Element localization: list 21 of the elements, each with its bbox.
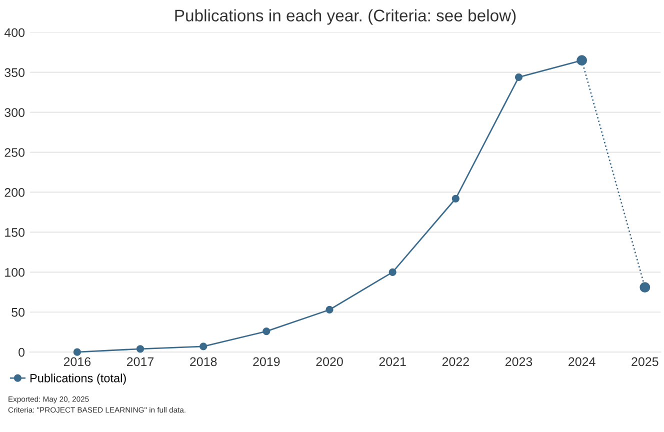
- y-tick-label: 200: [4, 188, 25, 197]
- x-tick-label: 2023: [505, 357, 532, 366]
- y-tick-label: 50: [12, 308, 25, 317]
- y-tick-label: 300: [4, 108, 25, 117]
- x-tick-label: 2017: [126, 357, 154, 366]
- x-tick-label: 2025: [632, 357, 658, 366]
- y-tick-label: 350: [4, 68, 25, 78]
- y-tick-label: 0: [18, 348, 25, 357]
- x-tick-label: 2024: [568, 357, 596, 366]
- x-tick-label: 2018: [190, 357, 217, 366]
- x-tick-label: 2020: [316, 357, 343, 366]
- chart-title: Publications in each year. (Criteria: see below): [175, 9, 516, 25]
- x-tick-label: 2022: [442, 357, 469, 366]
- x-tick-label: 2019: [253, 357, 280, 366]
- x-tick-label: 2016: [64, 357, 91, 366]
- y-tick-label: 250: [4, 148, 25, 157]
- x-tick-label: 2021: [379, 357, 406, 366]
- y-tick-label: 400: [4, 28, 25, 38]
- y-tick-label: 150: [5, 228, 25, 237]
- legend-label: Publications (total): [30, 374, 126, 385]
- y-tick-label: 100: [5, 268, 25, 277]
